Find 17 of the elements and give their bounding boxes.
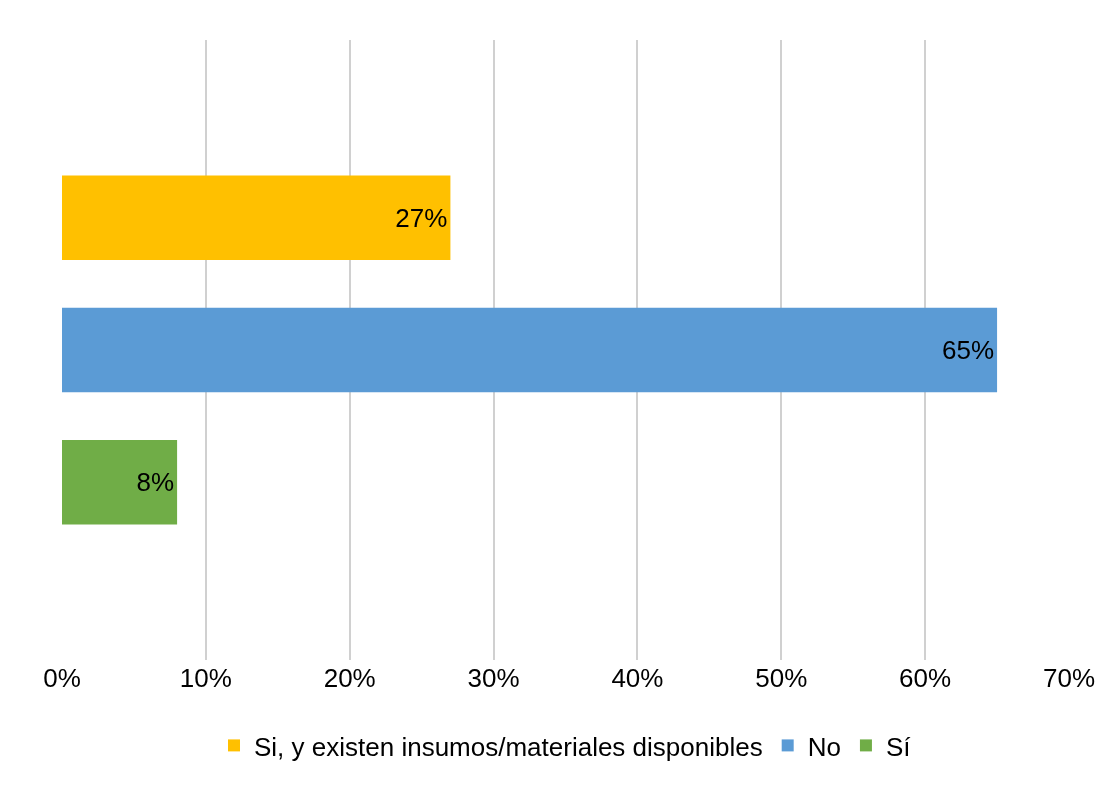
data-label: 8% xyxy=(136,467,175,498)
legend-label: Si, y existen insumos/materiales disponibles xyxy=(254,731,763,762)
x-tick-label: 50% xyxy=(755,663,808,693)
bar xyxy=(62,175,451,261)
x-tick-label: 60% xyxy=(899,663,952,693)
x-tick-label: 30% xyxy=(467,663,520,693)
data-label: 65% xyxy=(942,335,995,365)
x-tick-label: 0% xyxy=(43,663,81,693)
x-tick-label: 70% xyxy=(1042,663,1096,693)
bar xyxy=(62,439,178,525)
x-tick-label: 20% xyxy=(323,663,376,693)
bar xyxy=(62,307,998,393)
legend-label: No xyxy=(807,731,841,762)
x-tick-label: 40% xyxy=(611,663,664,693)
data-label: 27% xyxy=(395,202,448,233)
x-tick-label: 10% xyxy=(179,663,232,693)
legend-label: Sí xyxy=(885,731,912,762)
